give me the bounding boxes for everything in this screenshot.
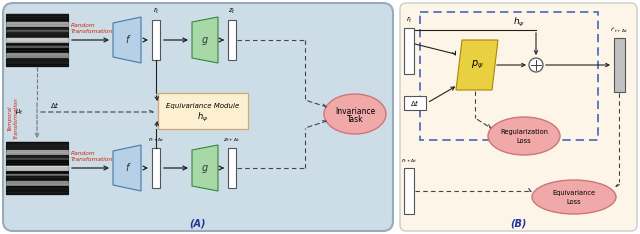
Text: $\mu_t$: $\mu_t$ (15, 107, 24, 117)
FancyBboxPatch shape (152, 20, 160, 60)
Text: $h_{\psi}$: $h_{\psi}$ (513, 15, 525, 29)
Text: f: f (125, 163, 129, 173)
FancyBboxPatch shape (3, 3, 393, 231)
FancyBboxPatch shape (158, 93, 248, 129)
Text: $p_{\psi}$: $p_{\psi}$ (470, 59, 483, 71)
Ellipse shape (488, 117, 560, 155)
Text: $\Delta t$: $\Delta t$ (410, 98, 420, 108)
FancyBboxPatch shape (404, 96, 426, 110)
Text: Loss: Loss (516, 138, 531, 144)
Text: Temporal
Transformation: Temporal Transformation (8, 97, 19, 139)
Text: Equivariance: Equivariance (552, 190, 596, 196)
Text: (B): (B) (510, 218, 526, 228)
Text: Loss: Loss (566, 199, 581, 205)
Text: Random
Transfomation: Random Transfomation (71, 151, 113, 162)
Text: $z_{t+\Delta t}$: $z_{t+\Delta t}$ (223, 136, 241, 144)
FancyBboxPatch shape (6, 142, 68, 194)
Text: $r'_{t+\Delta t}$: $r'_{t+\Delta t}$ (610, 25, 628, 35)
FancyBboxPatch shape (404, 28, 414, 74)
Text: g: g (202, 35, 208, 45)
Text: Equivariance Module: Equivariance Module (166, 103, 239, 109)
Text: Regularization: Regularization (500, 129, 548, 135)
Text: $r_{t+\Delta t}$: $r_{t+\Delta t}$ (148, 135, 164, 144)
Text: f: f (125, 35, 129, 45)
FancyBboxPatch shape (404, 168, 414, 214)
Ellipse shape (529, 58, 543, 72)
Polygon shape (192, 145, 218, 191)
Text: $r_{t+\Delta t}$: $r_{t+\Delta t}$ (401, 156, 417, 165)
Text: g: g (202, 163, 208, 173)
FancyBboxPatch shape (6, 14, 68, 66)
Text: Random
Transfomation: Random Transfomation (71, 23, 113, 34)
FancyBboxPatch shape (228, 20, 236, 60)
FancyBboxPatch shape (614, 38, 625, 92)
Polygon shape (192, 17, 218, 63)
FancyBboxPatch shape (400, 3, 637, 231)
Polygon shape (113, 145, 141, 191)
Text: Task: Task (347, 114, 364, 124)
Ellipse shape (532, 180, 616, 214)
Polygon shape (113, 17, 141, 63)
Ellipse shape (324, 94, 386, 134)
FancyBboxPatch shape (152, 148, 160, 188)
Polygon shape (456, 40, 498, 90)
FancyBboxPatch shape (228, 148, 236, 188)
Text: $r_t$: $r_t$ (406, 15, 412, 25)
Text: Invariance: Invariance (335, 106, 375, 116)
Text: $h_{\psi}$: $h_{\psi}$ (197, 110, 209, 124)
Text: $\Delta t$: $\Delta t$ (50, 100, 60, 110)
Text: $z_t$: $z_t$ (228, 7, 236, 16)
Text: (A): (A) (189, 218, 205, 228)
Text: $r_t$: $r_t$ (152, 6, 159, 16)
